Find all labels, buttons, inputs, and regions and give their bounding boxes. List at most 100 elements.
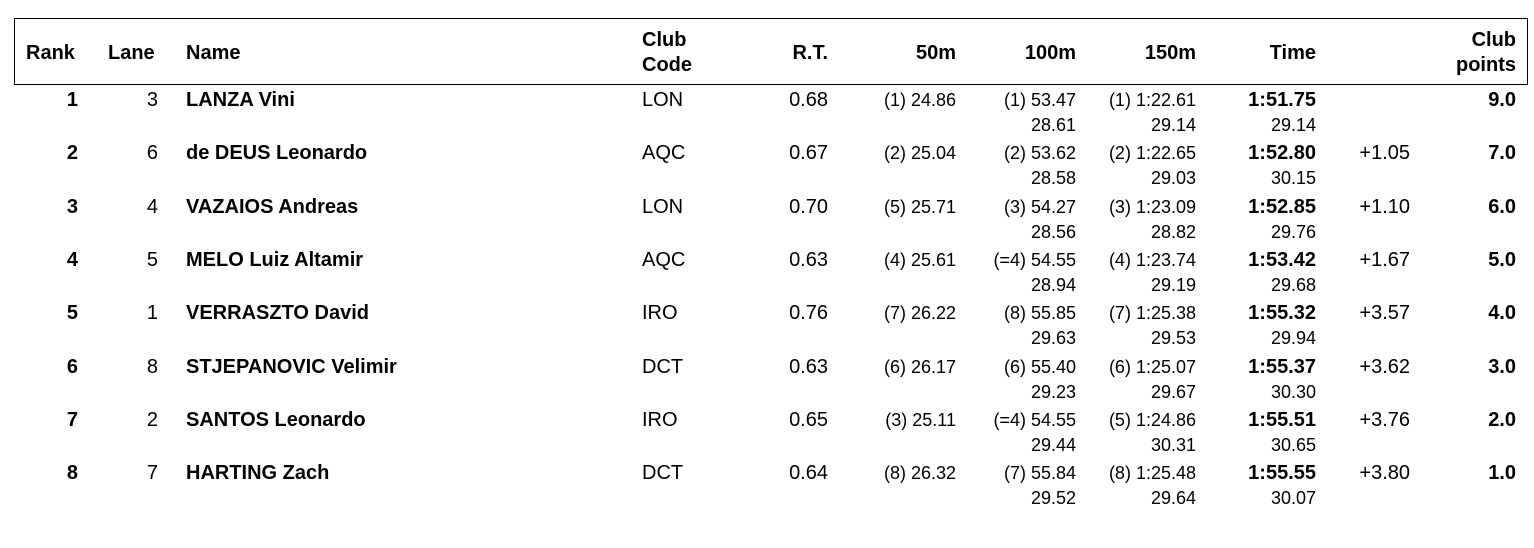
lane-cell: 3 xyxy=(146,89,158,111)
table-row: 6 8 STJEPANOVIC Velimir DCT 0.63 (6) 26.17 (6)… xyxy=(0,355,1534,408)
final-time-cell: 1:55.32 xyxy=(1248,302,1316,325)
split-150m-lap-cell: 29.53 xyxy=(1150,328,1196,349)
split-100m-cell: (7) 55.84 xyxy=(1003,463,1076,484)
split-150m-lap-cell: 29.67 xyxy=(1150,381,1196,402)
lane-cell: 7 xyxy=(146,462,158,485)
club-points-cell: 6.0 xyxy=(1488,195,1516,218)
table-row: 7 2 SANTOS Leonardo IRO 0.65 (3) 25.11 (=4) 54… xyxy=(0,408,1534,461)
header-50m: 50m xyxy=(915,42,956,64)
split-50m-cell: (2) 25.04 xyxy=(883,143,956,164)
split-100m-cell: (2) 53.62 xyxy=(1003,143,1076,164)
final-lap-cell: 30.65 xyxy=(1270,434,1316,455)
header-rank: Rank xyxy=(26,42,75,64)
club-points-cell: 2.0 xyxy=(1488,408,1516,431)
final-lap-cell: 30.07 xyxy=(1270,488,1316,509)
final-lap-cell: 29.14 xyxy=(1270,115,1316,135)
club-code-cell: DCT xyxy=(642,355,684,378)
split-150m-lap-cell: 29.19 xyxy=(1150,274,1196,295)
reaction-time-cell: 0.70 xyxy=(789,195,828,218)
final-time-cell: 1:55.55 xyxy=(1248,462,1316,485)
split-100m-cell: (8) 55.85 xyxy=(1003,303,1076,324)
club-points-cell: 3.0 xyxy=(1488,355,1516,378)
header-100m: 100m xyxy=(1024,42,1076,64)
lane-cell: 4 xyxy=(146,195,158,218)
split-100m-cell: (3) 54.27 xyxy=(1003,196,1076,217)
split-150m-lap-cell: 29.14 xyxy=(1150,115,1196,135)
name-cell: HARTING Zach xyxy=(186,462,330,485)
split-100m-lap-cell: 29.63 xyxy=(1030,328,1076,349)
header-lane: Lane xyxy=(108,42,155,64)
lane-cell: 5 xyxy=(146,248,158,271)
rank-cell: 5 xyxy=(66,302,78,325)
time-behind-cell: +3.80 xyxy=(1359,462,1410,485)
reaction-time-cell: 0.64 xyxy=(789,462,828,485)
table-header xyxy=(14,18,1528,85)
club-points-cell: 4.0 xyxy=(1488,302,1516,325)
club-points-cell: 7.0 xyxy=(1488,142,1516,165)
split-150m-cell: (2) 1:22.65 xyxy=(1108,143,1196,164)
club-points-cell: 9.0 xyxy=(1488,89,1516,111)
rank-cell: 3 xyxy=(66,195,78,218)
split-150m-cell: (3) 1:23.09 xyxy=(1108,196,1196,217)
time-behind-cell: +3.62 xyxy=(1359,355,1410,378)
lane-cell: 2 xyxy=(146,408,158,431)
header-150m: 150m xyxy=(1144,42,1196,64)
club-points-cell: 1.0 xyxy=(1488,462,1516,485)
rank-cell: 6 xyxy=(66,355,78,378)
lane-cell: 6 xyxy=(146,142,158,165)
table-row: 2 6 de DEUS Leonardo AQC 0.67 (2) 25.04 (2) 53… xyxy=(0,141,1534,194)
reaction-time-cell: 0.67 xyxy=(789,142,828,165)
name-cell: SANTOS Leonardo xyxy=(186,408,366,431)
final-time-cell: 1:55.51 xyxy=(1248,408,1316,431)
name-cell: LANZA Vini xyxy=(186,89,295,111)
time-behind-cell: +1.67 xyxy=(1359,248,1410,271)
name-cell: VERRASZTO David xyxy=(186,302,369,325)
split-100m-cell: (6) 55.40 xyxy=(1003,356,1076,377)
final-lap-cell: 30.30 xyxy=(1270,381,1316,402)
name-cell: MELO Luiz Altamir xyxy=(186,248,364,271)
split-150m-cell: (5) 1:24.86 xyxy=(1108,409,1196,430)
split-50m-cell: (1) 24.86 xyxy=(883,90,956,110)
reaction-time-cell: 0.65 xyxy=(789,408,828,431)
split-150m-cell: (7) 1:25.38 xyxy=(1108,303,1196,324)
final-time-cell: 1:53.42 xyxy=(1248,248,1316,271)
split-50m-cell: (4) 25.61 xyxy=(883,249,956,270)
split-100m-lap-cell: 29.23 xyxy=(1030,381,1076,402)
rank-cell: 4 xyxy=(66,248,78,271)
split-150m-lap-cell: 28.82 xyxy=(1150,221,1196,242)
table-row: 5 1 VERRASZTO David IRO 0.76 (7) 26.22 (8) 55.… xyxy=(0,301,1534,354)
split-150m-cell: (6) 1:25.07 xyxy=(1108,356,1196,377)
final-lap-cell: 29.76 xyxy=(1270,221,1316,242)
split-50m-cell: (8) 26.32 xyxy=(883,463,956,484)
split-150m-lap-cell: 29.64 xyxy=(1150,488,1196,509)
table-row: 8 7 HARTING Zach DCT 0.64 (8) 26.32 (7) 55.84 2… xyxy=(0,461,1534,514)
final-time-cell: 1:51.75 xyxy=(1248,89,1316,111)
time-behind-cell: +3.57 xyxy=(1359,302,1410,325)
club-code-cell: LON xyxy=(642,195,684,218)
final-time-cell: 1:52.85 xyxy=(1248,195,1316,218)
header-club-points-line1: Club xyxy=(1471,29,1516,51)
club-code-cell: IRO xyxy=(642,302,678,325)
header-name: Name xyxy=(186,42,241,64)
reaction-time-cell: 0.63 xyxy=(789,355,828,378)
split-100m-cell: (=4) 54.55 xyxy=(993,249,1076,270)
club-code-cell: LON xyxy=(642,89,684,111)
rank-cell: 2 xyxy=(66,142,78,165)
final-time-cell: 1:52.80 xyxy=(1248,142,1316,165)
split-100m-lap-cell: 28.58 xyxy=(1030,168,1076,189)
split-100m-lap-cell: 29.44 xyxy=(1030,434,1076,455)
reaction-time-cell: 0.63 xyxy=(789,248,828,271)
name-cell: de DEUS Leonardo xyxy=(186,142,368,165)
rank-cell: 1 xyxy=(66,89,78,111)
rank-cell: 7 xyxy=(66,408,78,431)
table-row: 3 4 VAZAIOS Andreas LON 0.70 (5) 25.71 (3) 54.… xyxy=(0,195,1534,248)
split-100m-cell: (1) 53.47 xyxy=(1003,90,1076,110)
reaction-time-cell: 0.68 xyxy=(789,89,828,111)
header-time: Time xyxy=(1269,42,1316,64)
split-100m-lap-cell: 28.56 xyxy=(1030,221,1076,242)
table-row: 4 5 MELO Luiz Altamir AQC 0.63 (4) 25.61 (=4) … xyxy=(0,248,1534,301)
header-club-code-line2: Code xyxy=(642,54,692,76)
split-150m-cell: (1) 1:22.61 xyxy=(1108,90,1196,110)
split-50m-cell: (5) 25.71 xyxy=(883,196,956,217)
split-150m-cell: (8) 1:25.48 xyxy=(1108,463,1196,484)
